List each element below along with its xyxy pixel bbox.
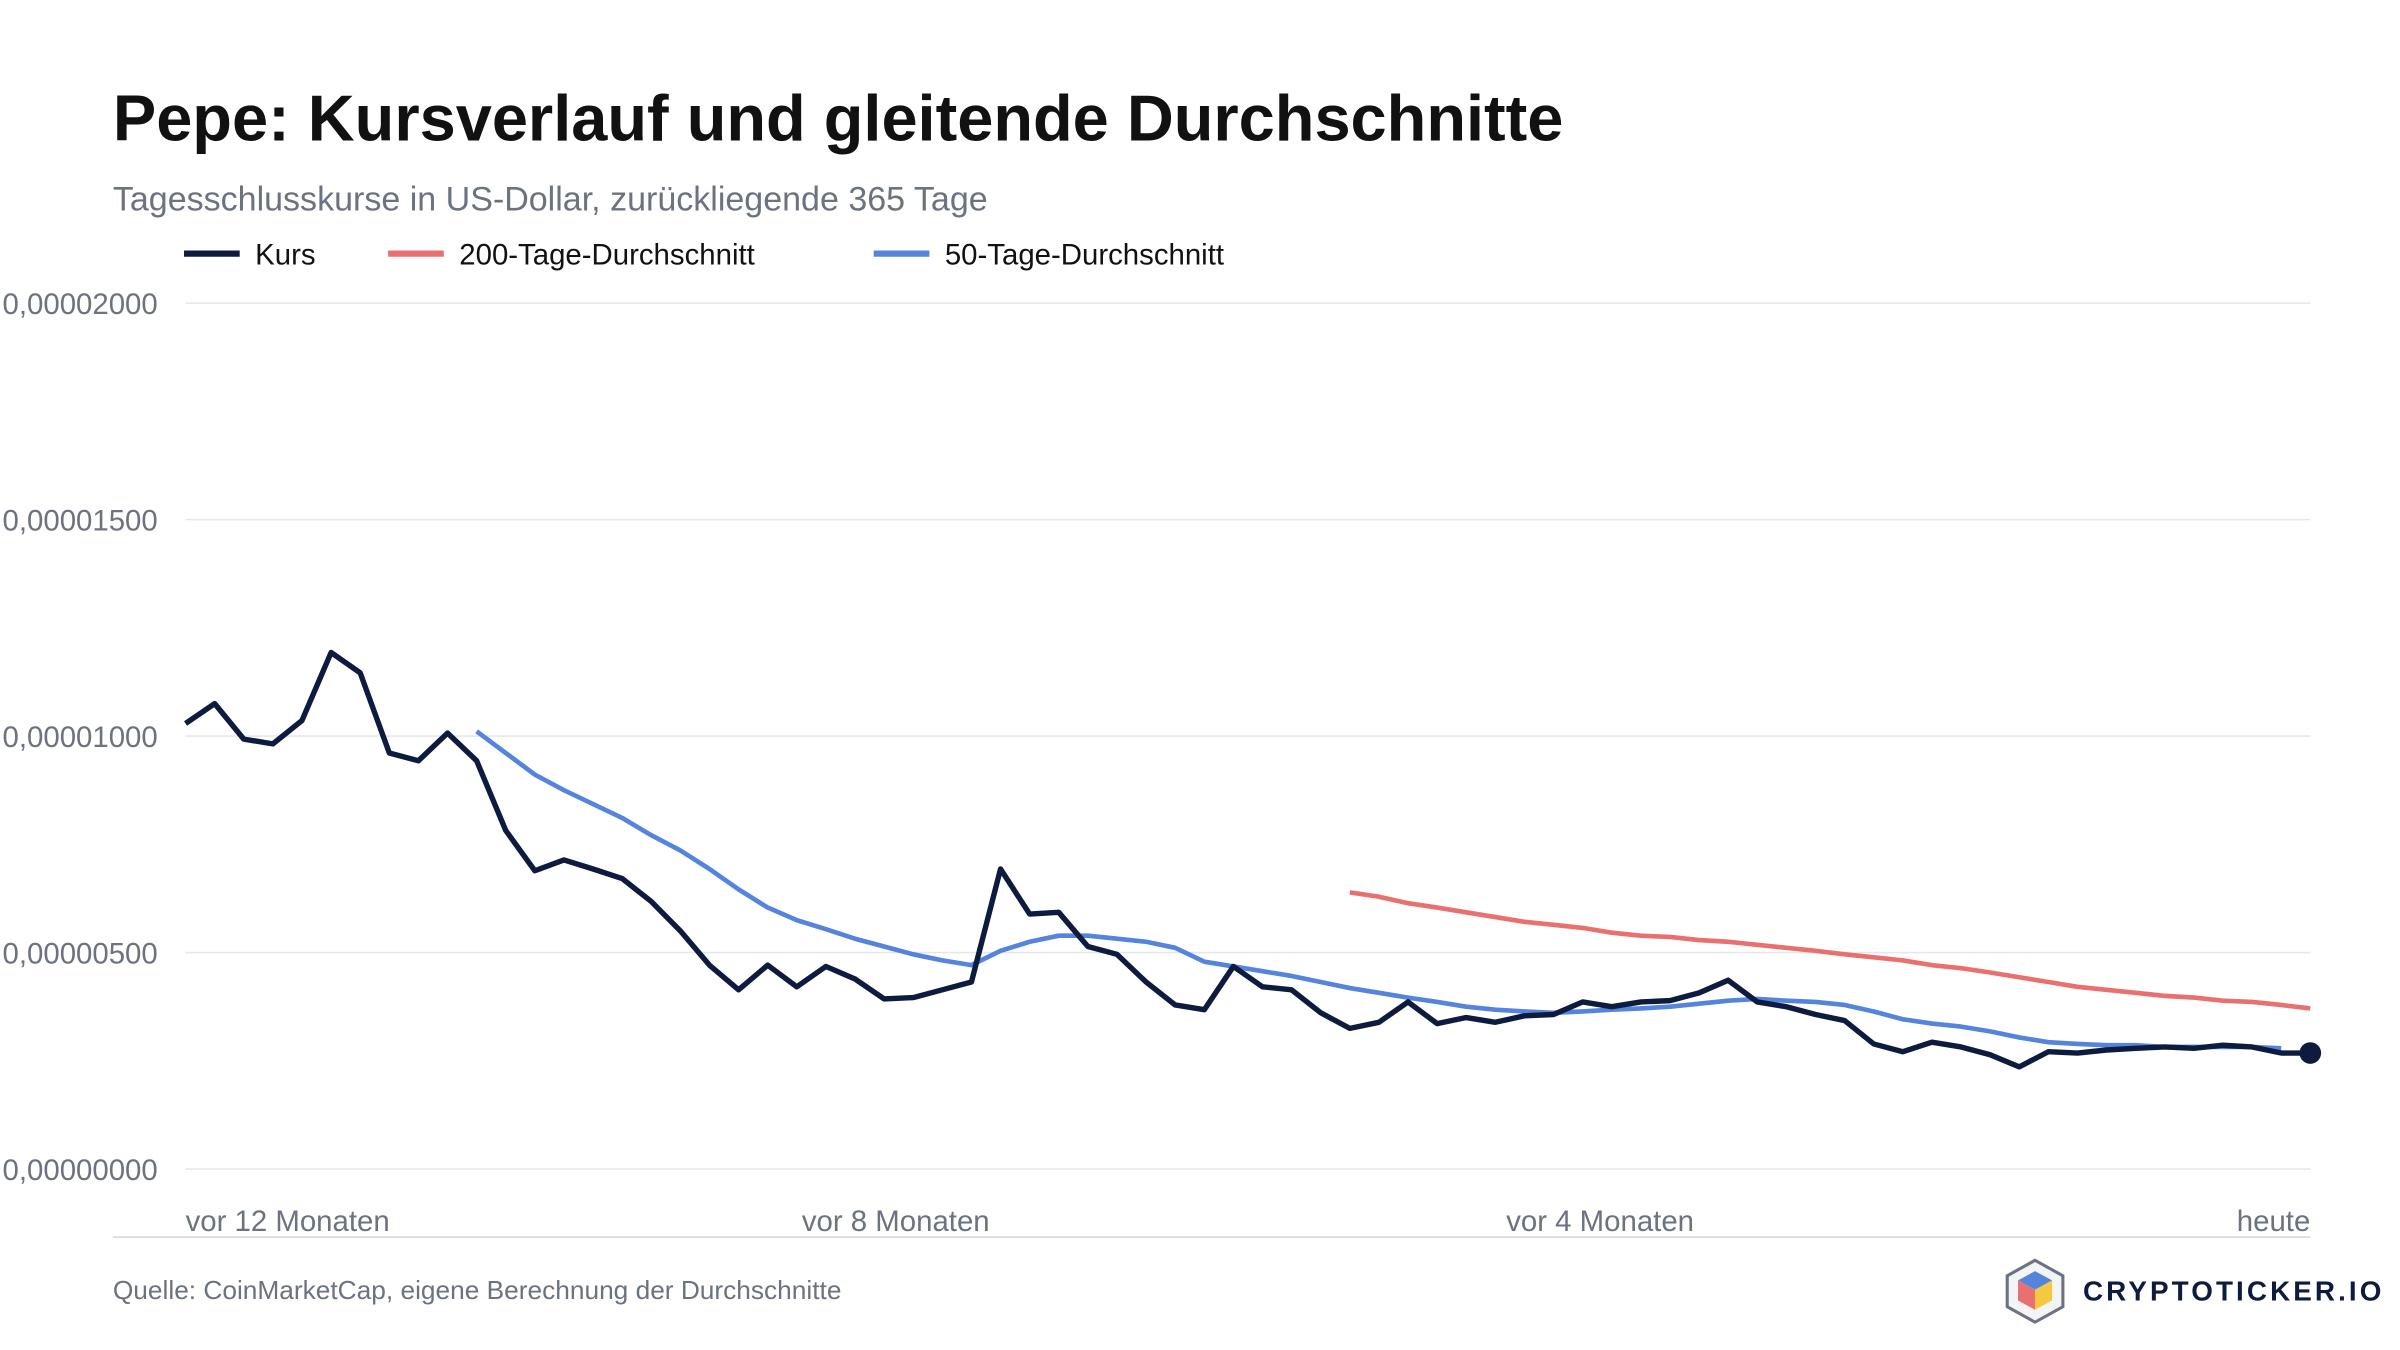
y-tick-label: 0,00000500	[3, 937, 158, 970]
y-tick-label: 0,00001500	[3, 504, 158, 537]
y-tick-label: 0,00000000	[3, 1154, 158, 1187]
x-tick-label: vor 8 Monaten	[802, 1205, 990, 1238]
series-line	[475, 729, 2282, 1051]
x-tick-label: vor 12 Monaten	[186, 1205, 390, 1238]
chart-subtitle: Tagesschlusskurse in US-Dollar, zurückli…	[113, 180, 988, 218]
brand-name: CRYPTOTICKER.IO	[2083, 1276, 2385, 1307]
series-line	[184, 649, 2311, 1070]
x-tick-label: vor 4 Monaten	[1506, 1205, 1694, 1238]
legend-label: 50-Tage-Durchschnitt	[945, 238, 1224, 271]
x-tick-label: heute	[2237, 1205, 2311, 1238]
series-line	[1349, 890, 2311, 1011]
source-note: Quelle: CoinMarketCap, eigene Berechnung…	[113, 1275, 842, 1305]
chart-title: Pepe: Kursverlauf und gleitende Durchsch…	[113, 82, 1564, 155]
y-tick-label: 0,00002000	[3, 288, 158, 321]
brand-logo	[2005, 1258, 2065, 1324]
y-tick-label: 0,00001000	[3, 721, 158, 754]
last-point-marker	[2299, 1042, 2322, 1064]
legend-label: 200-Tage-Durchschnitt	[459, 238, 755, 271]
legend-label: Kurs	[255, 238, 315, 271]
